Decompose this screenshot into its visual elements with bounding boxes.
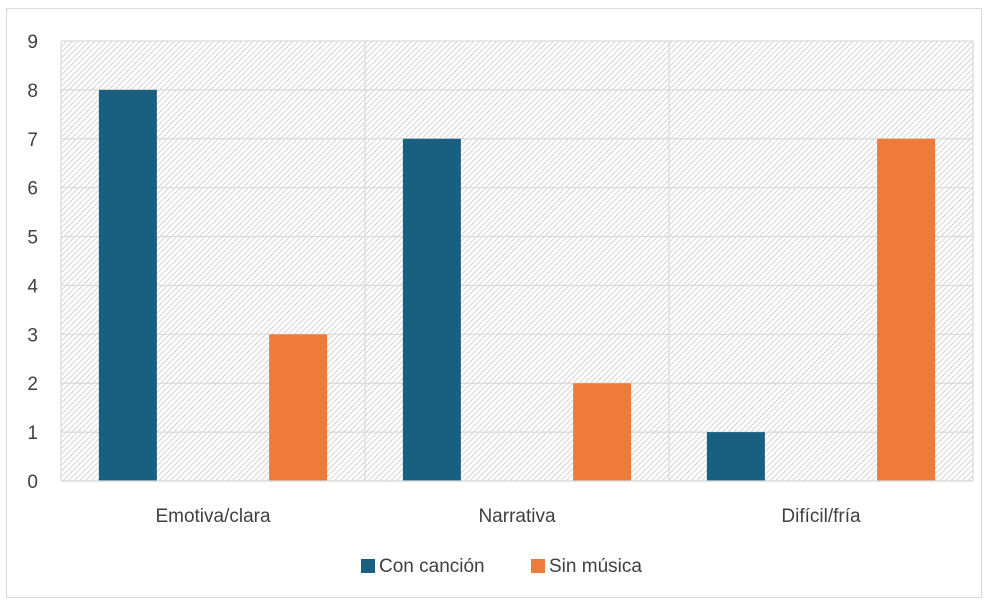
bar-con-cancion <box>98 89 157 481</box>
y-tick-label: 2 <box>27 374 38 395</box>
x-tick-label: Difícil/fría <box>781 506 861 527</box>
bars <box>98 89 936 481</box>
legend-swatch <box>531 559 545 573</box>
y-axis: 0 1 2 3 4 5 6 7 8 9 <box>27 32 38 493</box>
y-tick-label: 0 <box>27 472 38 493</box>
legend-label: Sin música <box>549 556 642 577</box>
plot-area <box>61 41 973 481</box>
bar-con-cancion <box>706 432 765 481</box>
x-tick-label: Narrativa <box>478 506 556 527</box>
y-tick-label: 1 <box>27 423 38 444</box>
y-tick-label: 8 <box>27 81 38 102</box>
bar-sin-musica <box>877 138 936 481</box>
x-axis: Emotiva/clara Narrativa Difícil/fría <box>61 480 973 527</box>
y-tick-label: 4 <box>27 276 38 297</box>
x-tick-label: Emotiva/clara <box>155 506 271 527</box>
y-tick-label: 9 <box>27 32 38 53</box>
legend: Con canción Sin música <box>361 556 642 577</box>
bar-sin-musica <box>573 383 632 481</box>
legend-swatch <box>361 559 375 573</box>
bar-sin-musica <box>269 334 328 481</box>
y-tick-label: 7 <box>27 130 38 151</box>
bar-con-cancion <box>402 138 461 481</box>
y-tick-label: 5 <box>27 228 38 249</box>
y-tick-label: 3 <box>27 325 38 346</box>
y-tick-label: 6 <box>27 179 38 200</box>
legend-label: Con canción <box>379 556 485 577</box>
